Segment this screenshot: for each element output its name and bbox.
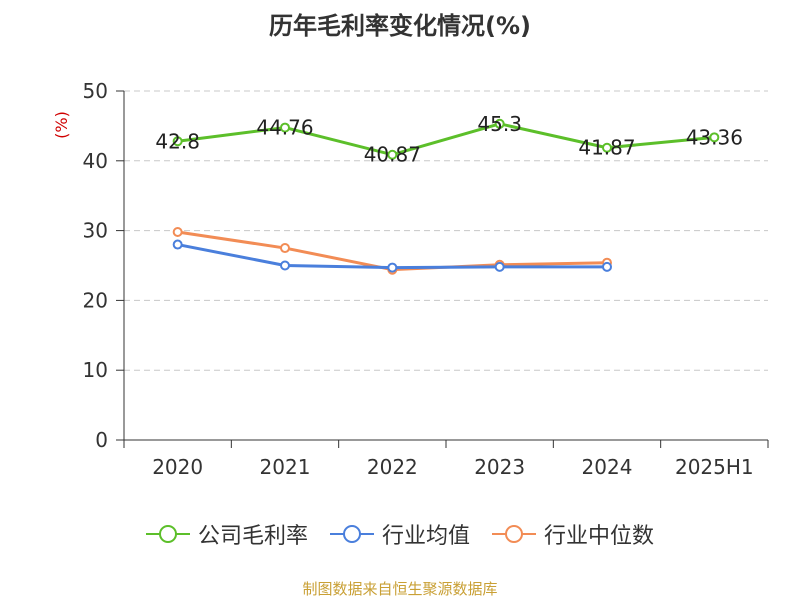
- data-label: 45.3: [477, 112, 522, 136]
- data-point: [172, 239, 183, 250]
- y-tick-label: 20: [83, 288, 108, 312]
- data-point: [280, 122, 290, 133]
- y-tick-label: 0: [95, 428, 108, 452]
- data-label: 44.76: [256, 116, 313, 140]
- x-tick-label: 2023: [474, 455, 525, 479]
- x-tick-label: 2024: [582, 455, 633, 479]
- legend-label-company: 公司毛利率: [197, 524, 308, 549]
- data-point: [602, 142, 612, 153]
- data-point: [280, 243, 290, 254]
- x-tick-label: 2020: [152, 455, 203, 479]
- series-line: [177, 122, 715, 157]
- chart-title: 历年毛利率变化情况(%): [269, 12, 531, 40]
- data-point: [387, 262, 398, 273]
- source-footer: 制图数据来自恒生聚源数据库: [302, 580, 498, 598]
- data-point: [602, 261, 612, 272]
- data-label: 41.87: [578, 136, 635, 160]
- data-point: [709, 132, 720, 143]
- y-tick-label: 40: [83, 149, 108, 173]
- legend: 公司毛利率 行业均值 行业中位数: [0, 518, 800, 550]
- legend-item-company[interactable]: 公司毛利率: [145, 518, 308, 550]
- x-tick-label: 2021: [260, 455, 311, 479]
- data-point: [387, 149, 398, 160]
- x-tick-label: 2022: [367, 455, 418, 479]
- data-point: [494, 261, 505, 272]
- y-tick-label: 50: [83, 79, 108, 103]
- data-point: [280, 260, 290, 271]
- legend-item-industry-mean[interactable]: 行业均值: [329, 518, 470, 550]
- data-label: 40.87: [364, 143, 421, 167]
- y-axis-label: (%): [52, 111, 71, 139]
- legend-marker-industry-mean: [329, 525, 374, 543]
- data-point: [172, 226, 183, 237]
- legend-label-industry-median: 行业中位数: [544, 524, 655, 549]
- data-label: 43.36: [686, 125, 743, 149]
- y-tick-label: 10: [83, 358, 108, 382]
- x-tick-label: 2025H1: [675, 455, 754, 479]
- legend-marker-industry-median: [492, 525, 536, 543]
- y-tick-label: 30: [83, 219, 108, 243]
- data-label: 42.8: [155, 129, 200, 153]
- legend-item-industry-median[interactable]: 行业中位数: [492, 518, 654, 550]
- data-point: [172, 136, 183, 147]
- legend-marker-company: [145, 525, 190, 543]
- data-point: [494, 118, 505, 129]
- legend-label-industry-mean: 行业均值: [381, 524, 470, 549]
